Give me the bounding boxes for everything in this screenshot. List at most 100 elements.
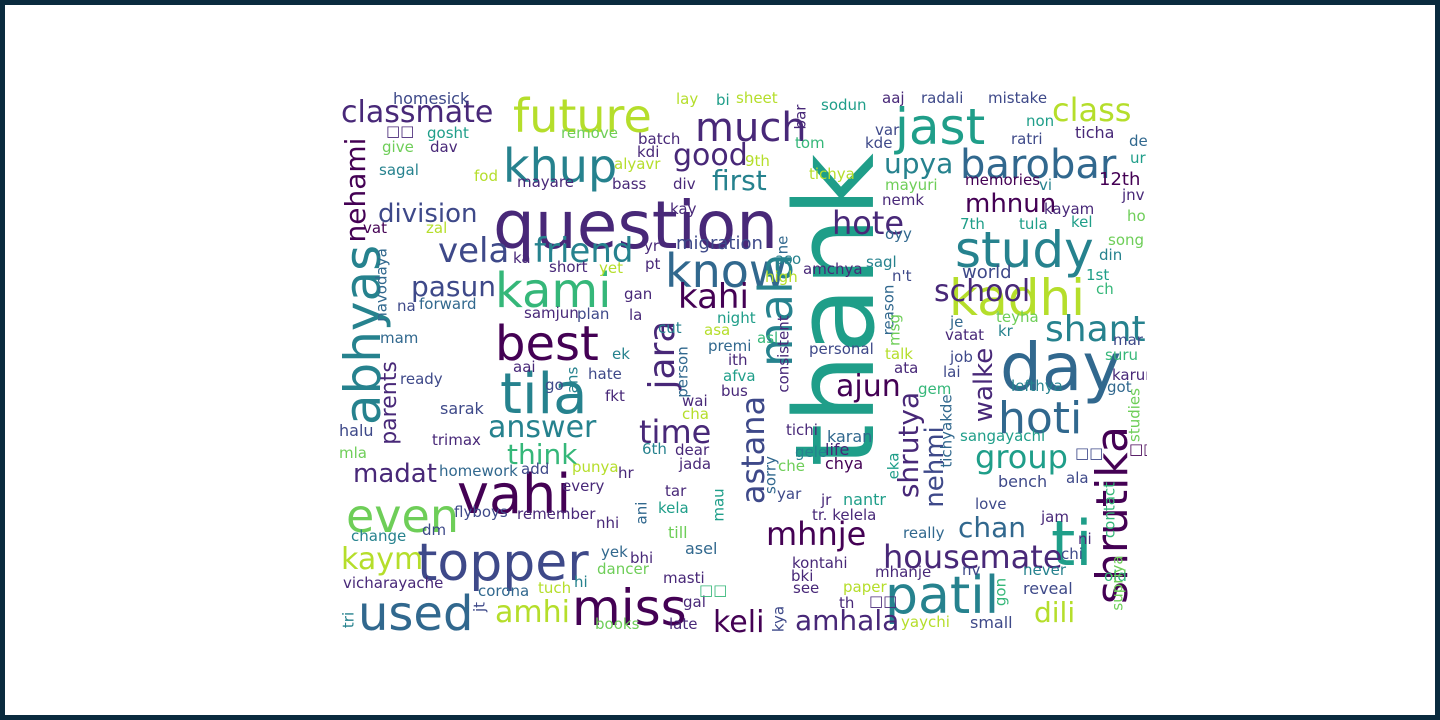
word-friend: friend <box>534 231 634 271</box>
word-gele: gele <box>795 443 828 461</box>
word-tichyakde: tichyakde <box>937 394 956 468</box>
word-homework: homework <box>439 462 518 480</box>
word-ticha: ticha <box>1075 123 1115 142</box>
word-din: din <box>1099 246 1123 264</box>
word-sangayachi: sangayachi <box>960 427 1046 445</box>
word-supriya: supriya <box>1108 555 1127 611</box>
word-karan: karan <box>827 427 873 446</box>
word-yaychi: yaychi <box>901 613 950 631</box>
word-asa: asa <box>704 321 731 339</box>
word-bhi: bhi <box>630 549 654 567</box>
word-samjun: samjun <box>524 304 579 322</box>
word-mla: mla <box>339 444 367 462</box>
word-9th: 9th <box>745 152 770 170</box>
word-tula: tula <box>1019 215 1048 233</box>
word-gon: gon <box>991 577 1010 607</box>
word-forward: forward <box>419 295 477 313</box>
word-bki: bki <box>791 567 814 585</box>
word-kami: kami <box>495 263 612 319</box>
word-kontahi: kontahi <box>792 554 848 572</box>
word-asel: asel <box>685 539 718 558</box>
word-navodaya: navodaya <box>372 248 391 322</box>
word-used: used <box>358 586 474 635</box>
word-kahi: kahi <box>678 277 749 317</box>
word-dm: dm <box>422 521 447 539</box>
word-premi: premi <box>708 337 752 355</box>
word-barobar: barobar <box>960 142 1117 188</box>
word-tr_kelela: tr. kelela <box>812 506 877 524</box>
word-chan: chan <box>958 511 1027 544</box>
word-ne: ne <box>773 235 792 255</box>
word-radali: radali <box>921 89 964 107</box>
word-sodun: sodun <box>821 96 867 114</box>
word-yar: yar <box>777 485 802 503</box>
word-je: je <box>950 313 964 331</box>
word-vela: vela <box>438 231 510 271</box>
word-old: old <box>1104 567 1127 585</box>
word-ready: ready <box>400 370 443 388</box>
word-madat: madat <box>353 459 437 489</box>
word-tom: tom <box>795 134 825 152</box>
word-every: every <box>562 477 605 495</box>
word-lefthya: lefthya <box>1011 377 1063 395</box>
word-trimax: trimax <box>432 431 481 449</box>
word-na: na <box>397 297 416 315</box>
word-reveal: reveal <box>1023 579 1073 598</box>
word-short: short <box>549 258 588 276</box>
word-ti: ti <box>1051 507 1093 580</box>
word-div: div <box>673 175 696 193</box>
word-gan: gan <box>624 285 653 303</box>
word-bass: bass <box>612 175 647 193</box>
word-eka: eka <box>884 452 903 480</box>
word-vahi: vahi <box>457 463 572 526</box>
word-sq3: □□ <box>1129 440 1147 458</box>
word-hate: hate <box>588 365 622 383</box>
word-sq4: □□ <box>869 592 898 610</box>
word-mam: mam <box>380 329 419 347</box>
word-sarak: sarak <box>440 399 484 418</box>
word-sq5: □□ <box>699 581 728 599</box>
word-remove: remove <box>561 124 618 142</box>
word-kya: kya <box>769 605 788 633</box>
word-world: world <box>962 262 1012 283</box>
word-masti: masti <box>663 569 705 587</box>
word-zal: zal <box>426 219 448 237</box>
word-jt: jt <box>470 601 489 613</box>
word-dancer: dancer <box>597 560 649 578</box>
word-tri: tri <box>339 611 358 629</box>
word-study: study <box>955 221 1094 279</box>
word-kde: kde <box>865 134 893 152</box>
word-aso: aso <box>775 250 802 268</box>
word-ajun: ajun <box>836 369 901 404</box>
word-books: books <box>595 615 640 633</box>
word-jnv: jnv <box>1122 186 1145 204</box>
word-tichi: tichi <box>786 421 818 439</box>
word-plan: plan <box>577 305 610 323</box>
word-th: th <box>839 594 855 612</box>
word-walke: walke <box>969 347 999 423</box>
word-bi: bi <box>716 91 730 109</box>
word-ni: ni <box>1078 530 1092 548</box>
word-gal: gal <box>683 593 706 611</box>
word-class: class <box>1052 91 1132 129</box>
word-high: high <box>765 268 798 286</box>
word-var: var <box>875 121 900 139</box>
word-ith: ith <box>728 351 748 369</box>
word-much: much <box>695 105 807 151</box>
word-pt: pt <box>645 255 661 273</box>
word-alyavr: alyavr <box>614 155 661 173</box>
word-de: de <box>1129 132 1147 150</box>
word-tar: tar <box>665 482 687 500</box>
word-time: time <box>639 413 712 451</box>
word-contact: contact <box>1100 481 1119 539</box>
word-sq2: □□ <box>1075 444 1104 462</box>
word-kay: kay <box>670 200 697 218</box>
word-future: future <box>513 89 652 143</box>
word-day: day <box>1000 329 1122 406</box>
word-aai: aai <box>513 358 536 376</box>
word-sagl: sagl <box>866 253 897 271</box>
word-afva: afva <box>723 367 756 385</box>
word-studies: studies <box>1125 388 1144 442</box>
word-la: la <box>629 306 643 324</box>
word-amchya: amchya <box>803 260 863 278</box>
